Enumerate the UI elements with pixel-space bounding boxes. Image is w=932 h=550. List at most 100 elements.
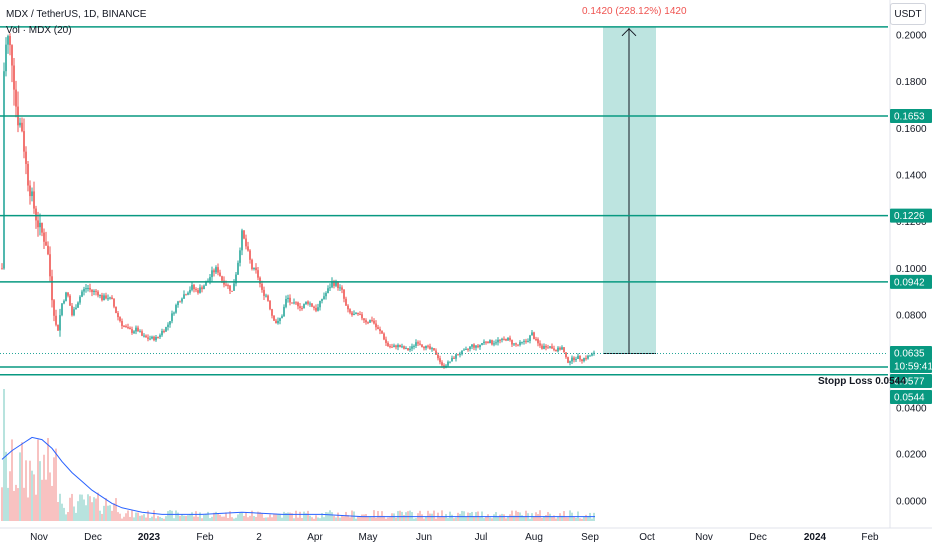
- volume-bar: [205, 514, 207, 521]
- volume-bar: [23, 487, 25, 521]
- volume-bar: [223, 516, 225, 521]
- volume-bar: [359, 516, 361, 521]
- candle-body: [567, 357, 569, 363]
- volume-bar: [555, 518, 557, 521]
- candle-body: [57, 324, 59, 331]
- candle-body: [211, 270, 213, 278]
- volume-bar: [395, 517, 397, 521]
- volume-bar: [45, 479, 47, 521]
- candle-body: [55, 315, 57, 325]
- candle-body: [299, 306, 301, 308]
- volume-bar: [461, 510, 463, 521]
- x-tick-label: May: [359, 532, 378, 543]
- volume-bar: [167, 511, 169, 521]
- volume-bar: [365, 514, 367, 521]
- candle-body: [353, 313, 355, 316]
- candle-body: [467, 348, 469, 350]
- volume-bar: [75, 512, 77, 521]
- volume-indicator-label[interactable]: Vol · MDX (20): [6, 25, 72, 36]
- volume-bar: [513, 515, 515, 521]
- candle-body: [557, 347, 559, 352]
- candle-body: [185, 294, 187, 296]
- candle-body: [385, 339, 387, 343]
- candle-body: [523, 340, 525, 342]
- candle-body: [151, 336, 153, 339]
- volume-bar: [49, 472, 51, 521]
- candle-body: [111, 297, 113, 300]
- candle-body: [403, 346, 405, 349]
- candle-body: [267, 295, 269, 301]
- candle-body: [123, 325, 125, 327]
- candle-body: [91, 289, 93, 292]
- candle-body: [365, 320, 367, 323]
- candle-body: [531, 332, 533, 336]
- candle-body: [381, 331, 383, 334]
- volume-bar: [123, 516, 125, 521]
- candle-body: [435, 350, 437, 355]
- volume-bar: [313, 518, 315, 521]
- volume-bar: [179, 515, 181, 521]
- candle-body: [433, 348, 435, 351]
- currency-button[interactable]: USDT: [890, 3, 926, 25]
- volume-bar: [249, 515, 251, 521]
- volume-bar: [485, 516, 487, 521]
- candle-body: [249, 250, 251, 260]
- volume-bar: [349, 517, 351, 521]
- price-tag-bg: [890, 274, 932, 289]
- x-tick-label: Dec: [749, 532, 767, 543]
- volume-bar: [407, 511, 409, 521]
- volume-bar: [137, 512, 139, 521]
- volume-bar: [197, 516, 199, 521]
- volume-bar: [371, 517, 373, 521]
- candle-body: [465, 348, 467, 350]
- candle-body: [553, 348, 555, 350]
- volume-bar: [289, 512, 291, 521]
- volume-bar: [241, 512, 243, 521]
- candle-body: [569, 361, 571, 363]
- candle-body: [425, 345, 427, 349]
- volume-bar: [237, 514, 239, 521]
- volume-bar: [191, 512, 193, 521]
- candle-body: [225, 284, 227, 286]
- candle-body: [405, 348, 407, 350]
- volume-bar: [361, 514, 363, 521]
- candle-body: [501, 338, 503, 341]
- volume-bar: [337, 512, 339, 521]
- volume-bar: [109, 505, 111, 521]
- candle-body: [339, 287, 341, 289]
- volume-bar: [53, 457, 55, 521]
- candle-body: [427, 345, 429, 347]
- candle-body: [77, 302, 79, 308]
- volume-bar: [171, 510, 173, 521]
- volume-bar: [417, 513, 419, 521]
- volume-bar: [257, 511, 259, 521]
- candle-body: [379, 329, 381, 332]
- candle-body: [215, 267, 217, 273]
- candle-body: [109, 297, 111, 299]
- volume-bar: [339, 517, 341, 521]
- x-tick-label: Jul: [475, 532, 488, 543]
- x-tick-label: Nov: [30, 532, 48, 543]
- candle-body: [205, 282, 207, 286]
- y-tick-label: 0.1200: [896, 217, 927, 228]
- volume-ma-line: [1, 436, 595, 518]
- candle-body: [177, 301, 179, 306]
- price-tag: 0.1653: [890, 108, 932, 123]
- volume-bar: [487, 514, 489, 521]
- candle-body: [391, 346, 393, 348]
- candle-body: [373, 320, 375, 324]
- x-tick-label: Jun: [416, 532, 432, 543]
- candle-body: [1, 268, 3, 270]
- candle-body: [63, 300, 65, 304]
- volume-bar: [129, 516, 131, 521]
- candle-body: [113, 299, 115, 307]
- candle-body: [519, 342, 521, 345]
- candle-body: [351, 312, 353, 316]
- volume-bar: [13, 490, 15, 521]
- volume-bar: [89, 496, 91, 521]
- candle-body: [591, 353, 593, 356]
- candle-body: [27, 163, 29, 186]
- candle-body: [575, 359, 577, 361]
- candle-body: [371, 320, 373, 322]
